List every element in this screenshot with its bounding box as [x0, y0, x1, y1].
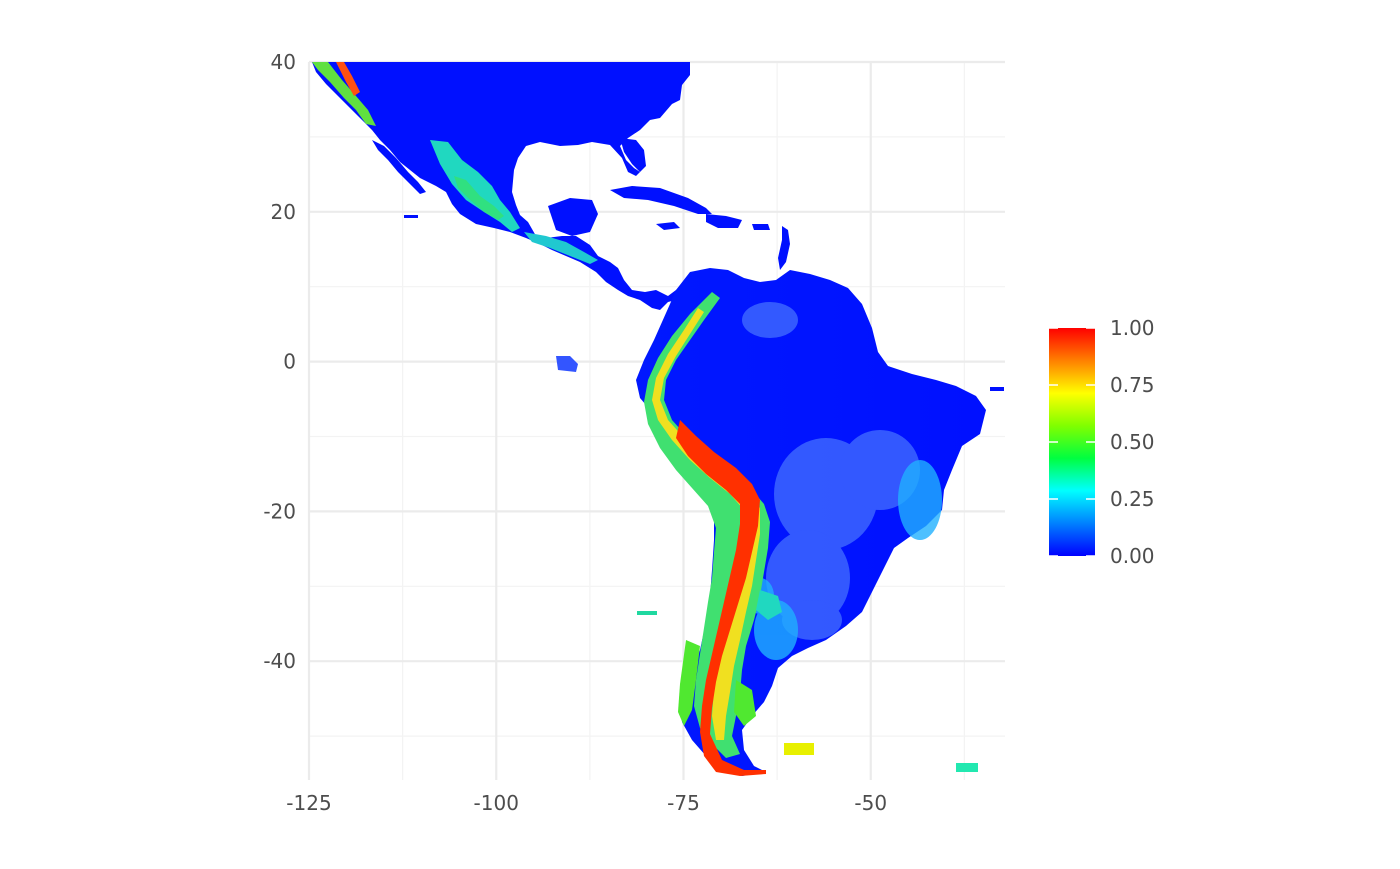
y-axis: 40 20 0 -20 -40 [263, 50, 296, 673]
yucatan [548, 198, 598, 236]
legend-label: 0.75 [1110, 373, 1155, 397]
andes-yellow-band [652, 308, 760, 740]
y-tick-label: -40 [263, 649, 296, 673]
cuba [610, 186, 712, 214]
lesser-antilles [778, 226, 790, 270]
andes-east-slope [756, 590, 782, 620]
raster-layer [312, 62, 1004, 776]
florida [620, 138, 646, 172]
jamaica [656, 222, 680, 230]
y-tick-label: 20 [271, 200, 296, 224]
x-tick-label: -50 [854, 791, 887, 815]
puerto-rico [752, 224, 770, 230]
y-tick-label: -20 [263, 499, 296, 523]
sierra-nevada [336, 62, 360, 96]
galapagos [556, 356, 578, 372]
x-tick-label: -100 [474, 791, 519, 815]
sierra-madre [430, 140, 520, 232]
juan-fernandez [637, 611, 657, 615]
legend-ticks: 1.00 0.75 0.50 0.25 0.00 [1049, 316, 1155, 568]
south-georgia [956, 763, 978, 772]
north-america-landmass [312, 62, 700, 310]
patagonia-east-green [734, 680, 756, 726]
x-tick-label: -75 [667, 791, 700, 815]
revillagigedo [404, 215, 418, 218]
legend-label: 0.00 [1110, 544, 1155, 568]
hispaniola [706, 214, 742, 228]
legend-label: 0.50 [1110, 430, 1155, 454]
sierra-madre-core [454, 176, 504, 220]
legend-label: 1.00 [1110, 316, 1155, 340]
legend: 1.00 0.75 0.50 0.25 0.00 [1049, 316, 1155, 568]
baja-california [372, 140, 426, 194]
x-axis: -125 -100 -75 -50 [286, 791, 887, 815]
patagonia-green [678, 640, 700, 726]
legend-label: 0.25 [1110, 487, 1155, 511]
y-tick-label: 40 [271, 50, 296, 74]
california-ranges [312, 62, 376, 126]
y-tick-label: 0 [283, 350, 296, 374]
light-blue-patches [742, 302, 920, 640]
noronha [990, 387, 1004, 391]
central-america-ranges [524, 232, 598, 264]
x-tick-label: -125 [286, 791, 331, 815]
andes-red-core [676, 420, 766, 776]
falkland-islands [784, 743, 814, 755]
